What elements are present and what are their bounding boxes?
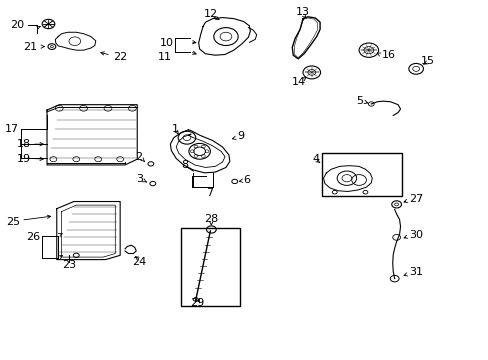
Bar [181,228,239,306]
Bar [321,153,401,196]
Text: 22: 22 [113,52,127,62]
Text: 21: 21 [23,42,37,51]
Text: 19: 19 [17,154,31,164]
Text: 8: 8 [181,159,188,170]
Text: 14: 14 [291,77,305,87]
Text: 4: 4 [312,154,319,164]
Text: 6: 6 [243,175,250,185]
Text: 29: 29 [190,298,204,308]
Text: 20: 20 [10,20,24,30]
Text: 2: 2 [135,152,142,162]
Text: 3: 3 [136,174,143,184]
Text: 30: 30 [408,230,423,239]
Text: 1: 1 [171,124,179,134]
Text: 12: 12 [204,9,218,19]
Text: 24: 24 [132,257,146,267]
Text: 18: 18 [17,139,31,149]
Text: 17: 17 [5,124,19,134]
Text: 23: 23 [62,260,76,270]
Text: 25: 25 [6,217,20,227]
Text: 11: 11 [157,52,171,62]
Text: 26: 26 [26,232,41,242]
Text: 7: 7 [206,188,213,198]
Text: 9: 9 [237,131,244,141]
Text: 27: 27 [408,194,423,204]
Text: 15: 15 [420,56,433,66]
Text: 10: 10 [160,38,173,48]
Text: 13: 13 [295,7,309,17]
Text: 28: 28 [204,214,218,224]
Text: 5: 5 [356,96,363,106]
Text: 31: 31 [408,267,423,277]
Text: 16: 16 [381,50,394,60]
